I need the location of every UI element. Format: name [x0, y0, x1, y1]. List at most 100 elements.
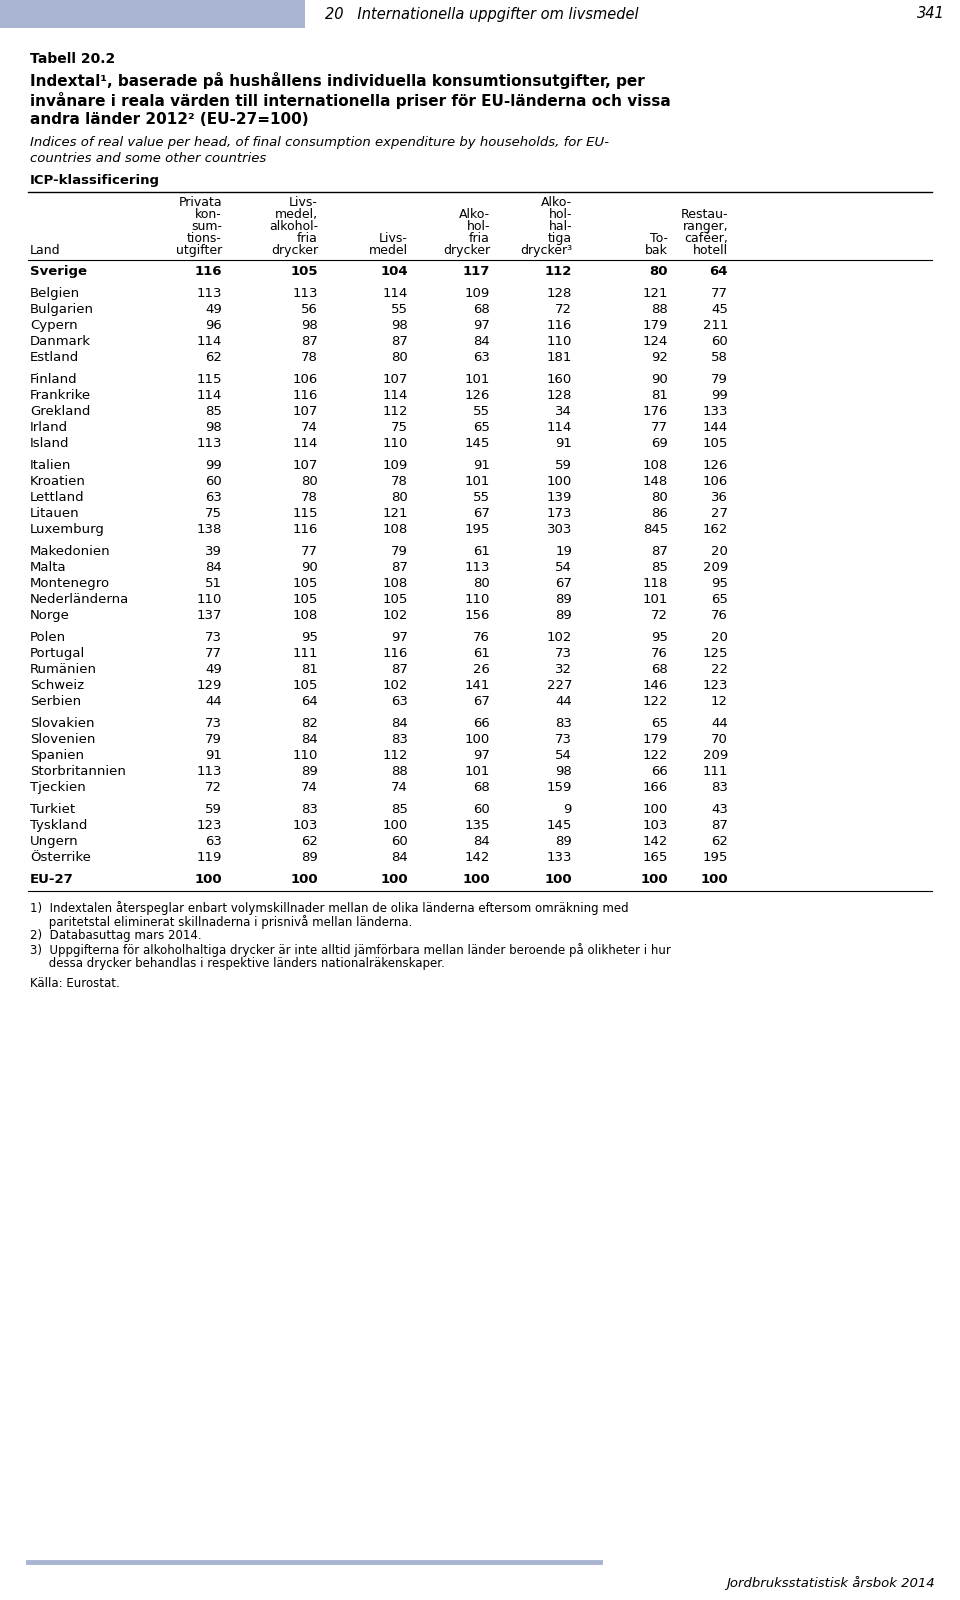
Text: 100: 100 — [547, 475, 572, 488]
Text: 121: 121 — [642, 286, 668, 301]
Text: 72: 72 — [555, 302, 572, 317]
Text: 116: 116 — [383, 646, 408, 659]
Text: 89: 89 — [555, 835, 572, 848]
Text: 86: 86 — [651, 507, 668, 520]
Text: Kroatien: Kroatien — [30, 475, 85, 488]
Text: 137: 137 — [197, 610, 222, 622]
Text: 87: 87 — [391, 334, 408, 349]
Text: 77: 77 — [301, 546, 318, 558]
Text: 95: 95 — [711, 578, 728, 590]
Text: 126: 126 — [703, 459, 728, 472]
Text: 179: 179 — [642, 733, 668, 746]
Text: 58: 58 — [711, 350, 728, 365]
Text: Frankrike: Frankrike — [30, 389, 91, 402]
Text: Tabell 20.2: Tabell 20.2 — [30, 51, 115, 66]
Text: 109: 109 — [383, 459, 408, 472]
Text: 303: 303 — [546, 523, 572, 536]
Text: 87: 87 — [391, 562, 408, 574]
Text: 115: 115 — [197, 373, 222, 386]
Text: 89: 89 — [301, 765, 318, 778]
Text: 116: 116 — [293, 389, 318, 402]
Text: 160: 160 — [547, 373, 572, 386]
Text: 44: 44 — [205, 694, 222, 707]
Text: 133: 133 — [546, 851, 572, 864]
Text: 97: 97 — [391, 630, 408, 643]
Text: 79: 79 — [391, 546, 408, 558]
Text: 67: 67 — [473, 507, 490, 520]
Text: 102: 102 — [383, 610, 408, 622]
Text: 95: 95 — [651, 630, 668, 643]
Text: Privata: Privata — [179, 195, 222, 210]
Text: 73: 73 — [205, 717, 222, 730]
Text: 105: 105 — [703, 437, 728, 450]
Text: 173: 173 — [546, 507, 572, 520]
Text: 80: 80 — [392, 350, 408, 365]
Text: 22: 22 — [711, 662, 728, 675]
Text: 113: 113 — [197, 286, 222, 301]
Text: 113: 113 — [465, 562, 490, 574]
Text: 76: 76 — [711, 610, 728, 622]
Text: 98: 98 — [301, 318, 318, 333]
Text: drycker: drycker — [443, 243, 490, 258]
Text: 63: 63 — [473, 350, 490, 365]
Text: 117: 117 — [463, 266, 490, 278]
Text: Alko-: Alko- — [459, 208, 490, 221]
Text: 209: 209 — [703, 562, 728, 574]
Text: 114: 114 — [383, 286, 408, 301]
Text: 72: 72 — [651, 610, 668, 622]
Text: 105: 105 — [383, 594, 408, 606]
Text: 97: 97 — [473, 318, 490, 333]
Text: 81: 81 — [301, 662, 318, 675]
Text: 100: 100 — [643, 803, 668, 816]
Text: 100: 100 — [383, 819, 408, 832]
Text: hal-: hal- — [548, 219, 572, 234]
Text: 84: 84 — [392, 717, 408, 730]
Text: 20: 20 — [711, 546, 728, 558]
Text: 98: 98 — [392, 318, 408, 333]
Text: Livs-: Livs- — [379, 232, 408, 245]
Text: 98: 98 — [205, 421, 222, 434]
Text: 85: 85 — [205, 405, 222, 418]
Text: 90: 90 — [301, 562, 318, 574]
Text: 76: 76 — [473, 630, 490, 643]
Text: Finland: Finland — [30, 373, 78, 386]
Text: 103: 103 — [642, 819, 668, 832]
Text: 64: 64 — [301, 694, 318, 707]
Text: 107: 107 — [293, 405, 318, 418]
Text: sum-: sum- — [191, 219, 222, 234]
Text: 101: 101 — [642, 594, 668, 606]
Text: 166: 166 — [643, 781, 668, 794]
Text: 114: 114 — [383, 389, 408, 402]
Text: 110: 110 — [293, 749, 318, 762]
Text: 91: 91 — [555, 437, 572, 450]
Text: 116: 116 — [293, 523, 318, 536]
Text: 115: 115 — [293, 507, 318, 520]
Text: Ungern: Ungern — [30, 835, 79, 848]
Text: 70: 70 — [711, 733, 728, 746]
Text: 87: 87 — [301, 334, 318, 349]
Text: 108: 108 — [383, 523, 408, 536]
Text: 63: 63 — [205, 835, 222, 848]
Text: alkohol-: alkohol- — [269, 219, 318, 234]
Text: Cypern: Cypern — [30, 318, 78, 333]
Text: 211: 211 — [703, 318, 728, 333]
Text: Grekland: Grekland — [30, 405, 90, 418]
Text: Alko-: Alko- — [540, 195, 572, 210]
Text: 113: 113 — [293, 286, 318, 301]
Text: Indextal¹, baserade på hushållens individuella konsumtionsutgifter, per: Indextal¹, baserade på hushållens indivi… — [30, 72, 645, 90]
Text: 55: 55 — [391, 302, 408, 317]
Text: 55: 55 — [473, 491, 490, 504]
Text: 128: 128 — [546, 286, 572, 301]
Text: 92: 92 — [651, 350, 668, 365]
Text: 110: 110 — [383, 437, 408, 450]
Text: 51: 51 — [205, 578, 222, 590]
Text: Belgien: Belgien — [30, 286, 80, 301]
Text: 110: 110 — [197, 594, 222, 606]
Text: ranger,: ranger, — [683, 219, 728, 234]
Text: 101: 101 — [465, 373, 490, 386]
Text: 62: 62 — [711, 835, 728, 848]
Text: 100: 100 — [640, 874, 668, 886]
Text: Lettland: Lettland — [30, 491, 84, 504]
Text: 60: 60 — [205, 475, 222, 488]
Text: 146: 146 — [643, 678, 668, 691]
